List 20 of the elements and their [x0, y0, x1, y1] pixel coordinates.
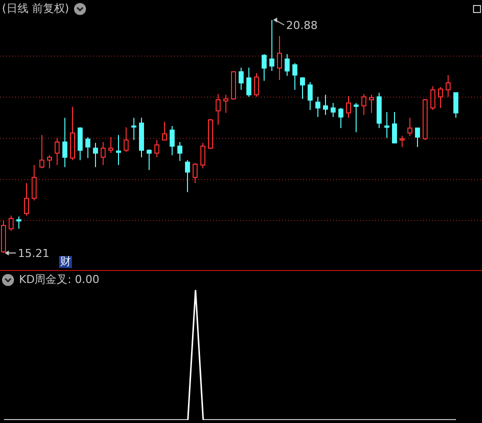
annotation: 20.88 [286, 19, 318, 32]
annotation: 15.21 [18, 247, 50, 260]
candlestick [284, 54, 290, 76]
candlestick [376, 92, 382, 129]
candlestick [346, 96, 351, 118]
tag-badge: 财 [59, 256, 72, 268]
chart-title: (日线 前复权) [2, 2, 70, 16]
candlestick [62, 117, 68, 168]
candlestick [116, 134, 121, 166]
candlestick [131, 117, 136, 140]
candlestick [330, 102, 336, 118]
candlestick [277, 36, 282, 80]
candlestick [238, 67, 244, 90]
candlestick [47, 154, 52, 169]
chart-title: KD周金叉: 0.00 [19, 273, 100, 287]
candlestick [446, 74, 451, 98]
candlestick [323, 94, 328, 116]
candlestick [384, 112, 390, 138]
candlestick [269, 20, 274, 72]
candlestick [154, 139, 160, 158]
